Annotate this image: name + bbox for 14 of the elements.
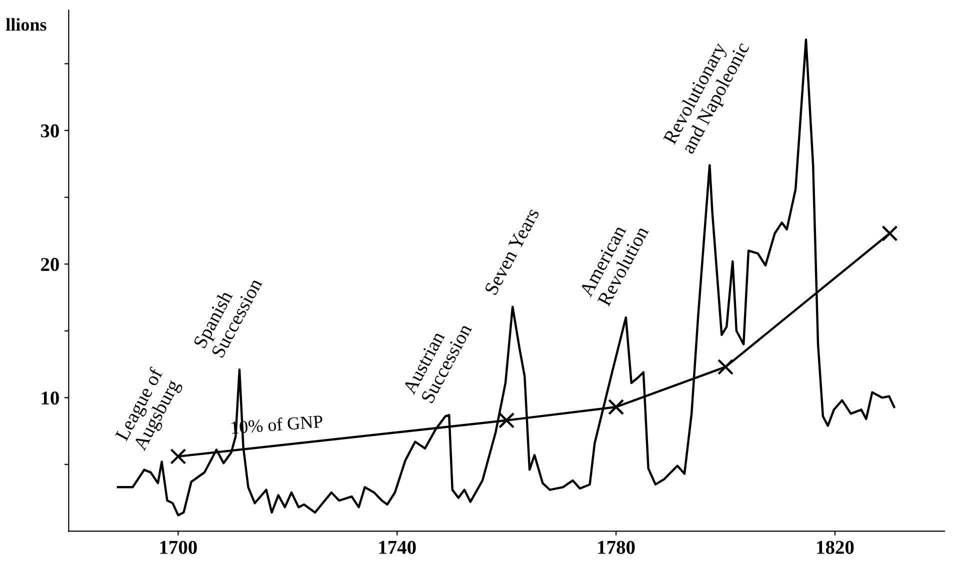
y-axis-title: llions [6,18,46,31]
point [608,398,624,416]
point [882,225,898,242]
x-tick-label: 1740 [379,540,416,554]
y-tick-label: 10 [42,391,59,405]
y-tick-label: 30 [40,124,59,138]
point [498,412,515,428]
x-tick-label: 1780 [598,540,635,554]
x-tick-label: 1700 [160,540,197,554]
line-series [116,38,896,516]
annotation: Seven Years [484,207,540,296]
x-tick-label: 1820 [817,540,854,554]
y-tick-label: 20 [41,258,59,272]
point [717,358,734,375]
